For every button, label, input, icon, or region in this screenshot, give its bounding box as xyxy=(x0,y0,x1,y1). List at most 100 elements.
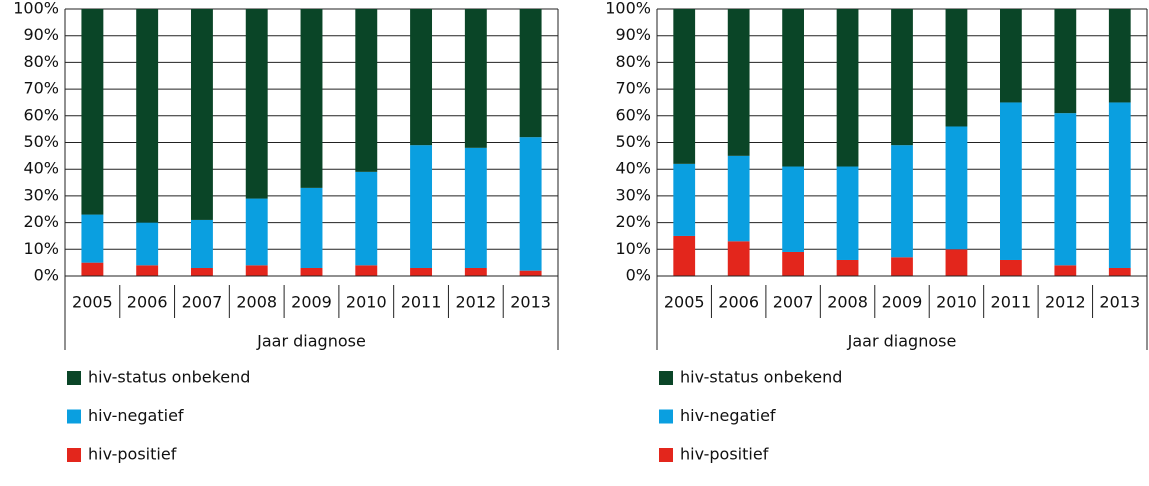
legend-swatch xyxy=(67,409,81,424)
bar-segment xyxy=(410,145,433,268)
x-tick-label: 2010 xyxy=(936,293,977,312)
x-tick-label: 2007 xyxy=(773,293,814,312)
bar-segment xyxy=(355,9,378,172)
y-tick-label: 50% xyxy=(23,132,59,151)
y-tick-label: 50% xyxy=(615,132,651,151)
x-axis-label: Jaar diagnose xyxy=(256,332,366,351)
x-tick-label: 2006 xyxy=(127,293,168,312)
legend-label: hiv-positief xyxy=(680,445,769,464)
bar-segment xyxy=(1108,9,1131,103)
legend-swatch xyxy=(659,448,673,462)
bar-segment xyxy=(727,9,750,156)
bar-segment xyxy=(1000,9,1022,103)
bar-segment xyxy=(1108,267,1131,276)
bar-segment xyxy=(190,9,213,220)
y-tick-label: 80% xyxy=(23,52,59,71)
x-tick-label: 2010 xyxy=(346,293,387,312)
bar-segment xyxy=(836,166,859,260)
bar-segment xyxy=(782,166,804,252)
bar-segment xyxy=(245,198,268,266)
bar-segment xyxy=(673,235,696,276)
bar-segment xyxy=(1054,265,1077,276)
bar-segment xyxy=(136,9,159,223)
bar-segment xyxy=(782,9,804,167)
bar-segment xyxy=(519,270,542,276)
bar-segment xyxy=(1108,102,1131,268)
legend-swatch xyxy=(67,448,81,462)
x-axis-label: Jaar diagnose xyxy=(847,332,957,351)
bar-segment xyxy=(1054,113,1077,266)
x-tick-label: 2006 xyxy=(718,293,759,312)
x-tick-label: 2009 xyxy=(291,293,332,312)
bar-segment xyxy=(519,137,542,271)
legend-label: hiv-status onbekend xyxy=(680,368,842,387)
x-tick-label: 2008 xyxy=(236,293,277,312)
x-tick-label: 2007 xyxy=(182,293,223,312)
bar-segment xyxy=(190,267,213,276)
bar-segment xyxy=(410,9,433,146)
bar-segment xyxy=(836,9,859,167)
bar-segment xyxy=(81,9,104,215)
bar-segment xyxy=(245,9,268,199)
bar-segment xyxy=(1000,259,1022,276)
y-tick-label: 70% xyxy=(23,79,59,98)
y-tick-label: 80% xyxy=(615,52,651,71)
bar-segment xyxy=(945,126,968,250)
legend-label: hiv-positief xyxy=(88,445,177,464)
bar-segment xyxy=(81,214,104,263)
bar-segment xyxy=(355,265,378,276)
y-tick-label: 0% xyxy=(626,266,651,285)
bar-segment xyxy=(136,222,159,266)
x-tick-label: 2013 xyxy=(1099,293,1140,312)
y-tick-label: 30% xyxy=(615,185,651,204)
bar-segment xyxy=(300,9,323,188)
bar-segment xyxy=(782,251,804,276)
y-tick-label: 30% xyxy=(23,185,59,204)
legend-label: hiv-status onbekend xyxy=(88,368,250,387)
x-tick-label: 2009 xyxy=(882,293,923,312)
y-tick-label: 70% xyxy=(615,79,651,98)
bar-segment xyxy=(1000,102,1022,260)
legend-swatch xyxy=(659,409,673,424)
y-tick-label: 10% xyxy=(23,239,59,258)
bar-segment xyxy=(300,267,323,276)
y-tick-label: 60% xyxy=(615,105,651,124)
y-tick-label: 10% xyxy=(615,239,651,258)
bar-segment xyxy=(727,241,750,276)
y-tick-label: 40% xyxy=(23,159,59,178)
bar-segment xyxy=(673,9,696,164)
bar-segment xyxy=(410,267,433,276)
y-tick-label: 100% xyxy=(13,0,59,18)
bar-segment xyxy=(673,163,696,236)
x-tick-label: 2013 xyxy=(510,293,551,312)
bar-segment xyxy=(464,147,487,268)
x-tick-label: 2011 xyxy=(401,293,442,312)
bar-segment xyxy=(519,9,542,138)
y-tick-label: 0% xyxy=(34,266,59,285)
y-tick-label: 20% xyxy=(23,212,59,231)
x-tick-label: 2005 xyxy=(72,293,113,312)
y-tick-label: 40% xyxy=(615,159,651,178)
bar-segment xyxy=(1054,9,1077,114)
bar-segment xyxy=(945,9,968,127)
y-tick-label: 90% xyxy=(23,25,59,44)
x-tick-label: 2008 xyxy=(827,293,868,312)
x-tick-label: 2012 xyxy=(455,293,496,312)
bar-segment xyxy=(727,155,750,242)
x-tick-label: 2005 xyxy=(664,293,705,312)
bar-segment xyxy=(300,187,323,268)
bar-segment xyxy=(891,9,913,146)
x-tick-label: 2012 xyxy=(1045,293,1086,312)
bar-segment xyxy=(836,259,859,276)
bar-segment xyxy=(355,171,378,266)
y-tick-label: 90% xyxy=(615,25,651,44)
y-tick-label: 20% xyxy=(615,212,651,231)
bar-segment xyxy=(891,257,913,276)
bar-segment xyxy=(464,267,487,276)
bar-segment xyxy=(245,265,268,276)
legend-swatch xyxy=(67,371,81,385)
y-tick-label: 60% xyxy=(23,105,59,124)
bar-segment xyxy=(190,219,213,268)
bar-segment xyxy=(136,265,159,276)
